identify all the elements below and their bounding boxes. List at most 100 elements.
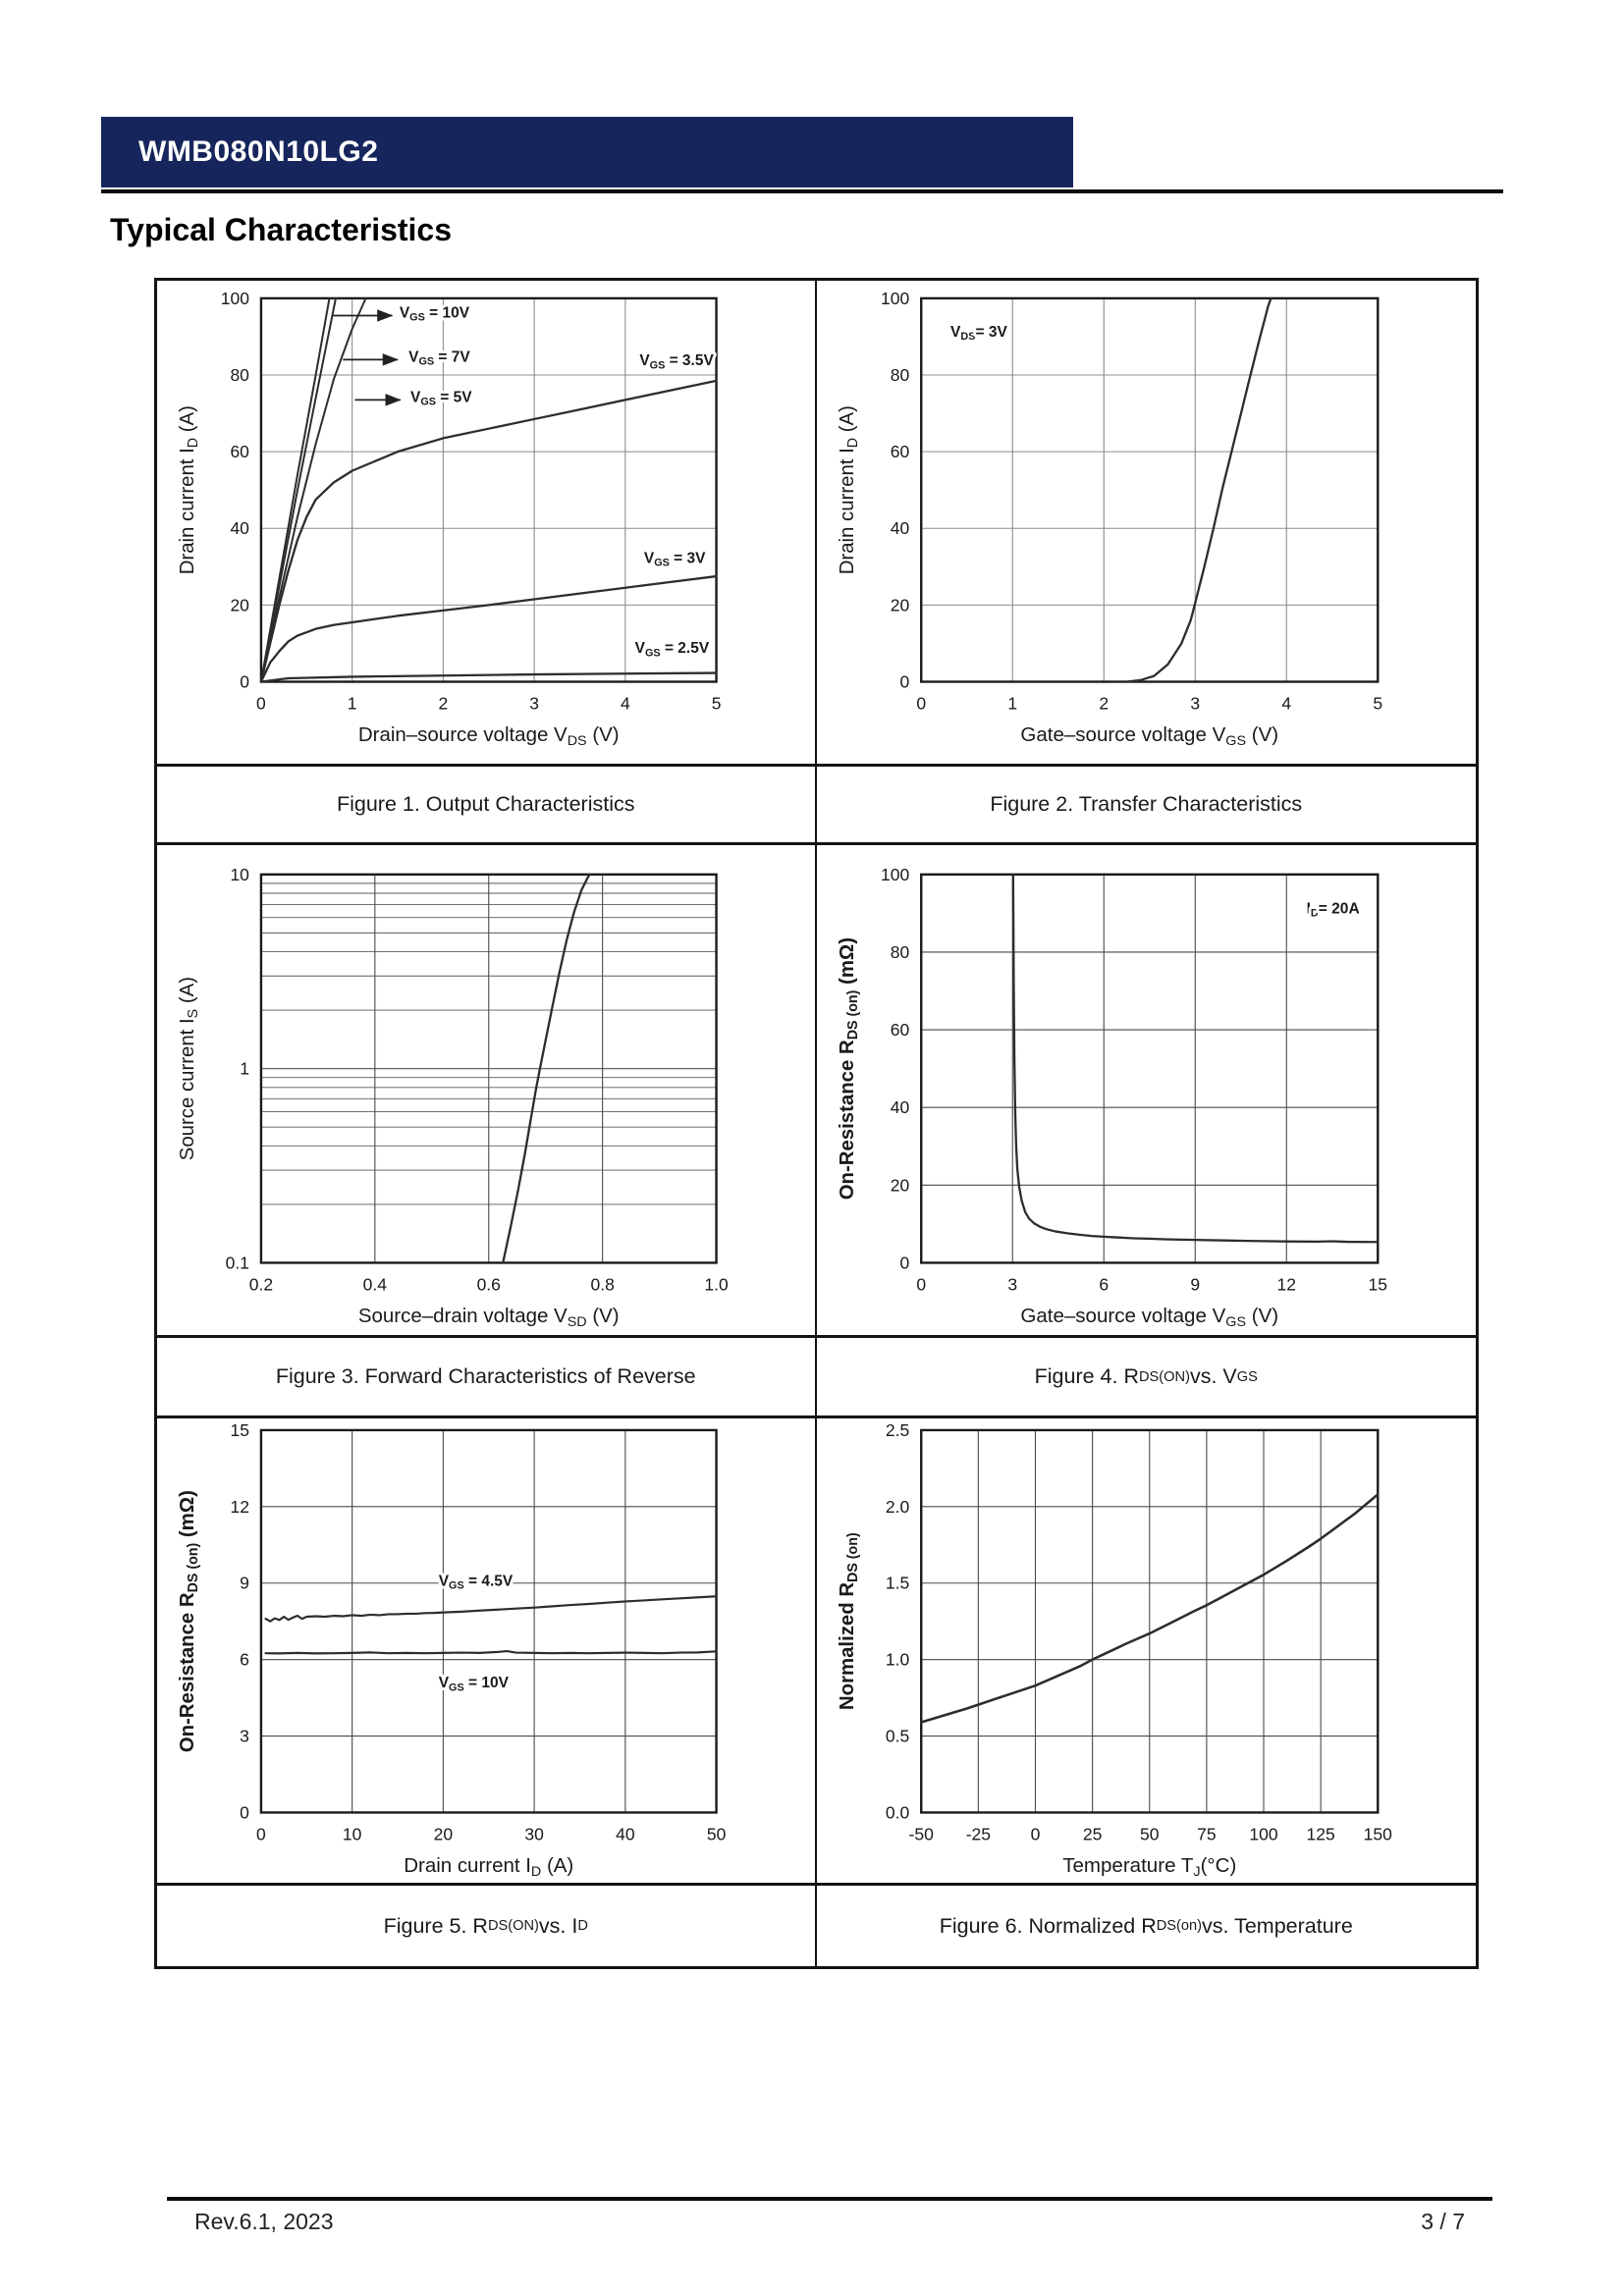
svg-text:0.8: 0.8: [591, 1274, 615, 1294]
svg-text:On-Resistance RDS (on) (mΩ): On-Resistance RDS (on) (mΩ): [177, 1490, 201, 1752]
svg-text:ID= 20A: ID= 20A: [1306, 900, 1359, 919]
svg-text:5: 5: [1373, 693, 1382, 713]
svg-text:3: 3: [529, 693, 539, 713]
svg-text:0: 0: [256, 693, 266, 713]
svg-text:0: 0: [899, 672, 909, 692]
figure-3-caption: Figure 3. Forward Characteristics of Rev…: [157, 1338, 817, 1418]
svg-text:15: 15: [1368, 1274, 1387, 1294]
svg-text:On-Resistance RDS (on) (mΩ): On-Resistance RDS (on) (mΩ): [836, 937, 861, 1200]
svg-text:100: 100: [880, 865, 909, 884]
svg-text:3: 3: [240, 1727, 249, 1746]
svg-text:0: 0: [916, 1274, 926, 1294]
footer-page-number: 3 / 7: [1421, 2209, 1465, 2234]
figure-2-caption: Figure 2. Transfer Characteristics: [816, 767, 1476, 845]
figure-4-chart: ID= 20A 0 3 6 9 12 15 0 20 40 60 80 100 Gate–source v…: [836, 865, 1387, 1330]
svg-text:30: 30: [524, 1824, 544, 1843]
svg-text:100: 100: [221, 289, 249, 308]
svg-text:0: 0: [1030, 1824, 1040, 1843]
svg-text:12: 12: [230, 1497, 248, 1517]
svg-text:1: 1: [348, 693, 357, 713]
svg-text:60: 60: [230, 442, 249, 461]
svg-text:0: 0: [899, 1253, 909, 1272]
svg-text:100: 100: [880, 289, 909, 308]
svg-text:12: 12: [1276, 1274, 1296, 1294]
svg-text:2.0: 2.0: [885, 1497, 909, 1517]
svg-text:0: 0: [240, 672, 249, 692]
svg-text:Source–drain voltage VSD (V): Source–drain voltage VSD (V): [358, 1306, 620, 1330]
svg-text:2: 2: [1099, 693, 1109, 713]
svg-text:4: 4: [1281, 693, 1291, 713]
svg-text:Temperature TJ(°C): Temperature TJ(°C): [1062, 1854, 1236, 1880]
svg-text:20: 20: [890, 1175, 909, 1195]
svg-text:80: 80: [230, 365, 249, 385]
footer-revision: Rev.6.1, 2023: [194, 2209, 334, 2234]
svg-text:Drain current ID (A): Drain current ID (A): [404, 1855, 573, 1880]
svg-text:0.4: 0.4: [363, 1274, 388, 1294]
svg-text:25: 25: [1082, 1824, 1102, 1843]
footer: Rev.6.1, 2023 3 / 7: [167, 2209, 1492, 2235]
svg-text:150: 150: [1363, 1824, 1392, 1843]
svg-text:40: 40: [890, 518, 909, 538]
svg-text:100: 100: [1249, 1824, 1278, 1843]
svg-text:VDS= 3V: VDS= 3V: [949, 324, 1007, 343]
part-number-title: WMB080N10LG2: [138, 135, 379, 168]
svg-text:VGS = 5V: VGS = 5V: [410, 389, 472, 407]
svg-text:3: 3: [1007, 1274, 1017, 1294]
svg-text:VGS = 7V: VGS = 7V: [408, 348, 470, 367]
svg-text:1.5: 1.5: [885, 1574, 908, 1593]
svg-text:Source current IS (A): Source current IS (A): [177, 977, 201, 1160]
svg-text:75: 75: [1197, 1824, 1217, 1843]
figure-6-chart-cell: -50 -25 0 25 50 75 100 125 150 0.0 0.5 1.0 1.5 2.0 2.5…: [816, 1418, 1476, 1886]
svg-text:0: 0: [916, 693, 926, 713]
svg-text:50: 50: [1140, 1824, 1160, 1843]
figure-4-chart-cell: ID= 20A 0 3 6 9 12 15 0 20 40 60 80 100 Gate–source v…: [816, 845, 1476, 1338]
svg-text:40: 40: [230, 518, 249, 538]
svg-text:VGS = 10V: VGS = 10V: [400, 304, 470, 323]
svg-text:40: 40: [616, 1824, 635, 1843]
svg-text:Gate–source voltage VGS (V): Gate–source voltage VGS (V): [1020, 1305, 1278, 1330]
svg-text:1.0: 1.0: [885, 1650, 909, 1670]
figure-2-chart-cell: VDS= 3V 0 1 2 3 4 5 0 20 40 60 80 100 Gate–source vol…: [816, 281, 1476, 767]
header-rule: [101, 189, 1503, 193]
svg-text:40: 40: [890, 1097, 909, 1117]
svg-text:0: 0: [240, 1802, 249, 1822]
svg-text:4: 4: [621, 693, 630, 713]
svg-text:10: 10: [343, 1824, 362, 1843]
svg-text:3: 3: [1190, 693, 1200, 713]
svg-text:20: 20: [434, 1824, 454, 1843]
footer-rule: [167, 2197, 1492, 2201]
figure-6-chart: -50 -25 0 25 50 75 100 125 150 0.0 0.5 1.0 1.5 2.0 2.5…: [836, 1420, 1392, 1880]
svg-text:Gate–source voltage VGS (V): Gate–source voltage VGS (V): [1020, 723, 1278, 749]
svg-text:-50: -50: [908, 1824, 934, 1843]
svg-text:1.0: 1.0: [704, 1274, 729, 1294]
svg-text:2: 2: [439, 693, 449, 713]
svg-text:0.6: 0.6: [477, 1274, 501, 1294]
svg-text:VGS = 4.5V: VGS = 4.5V: [439, 1573, 514, 1591]
figure-3-chart: 0.2 0.4 0.6 0.8 1.0 0.1 1 10 Source–drain voltag…: [177, 865, 729, 1330]
svg-text:Drain–source voltage VDS (V): Drain–source voltage VDS (V): [358, 724, 620, 749]
svg-text:80: 80: [890, 365, 909, 385]
svg-text:-25: -25: [965, 1824, 990, 1843]
svg-text:VGS = 3V: VGS = 3V: [644, 550, 706, 568]
svg-text:15: 15: [230, 1420, 248, 1440]
svg-text:80: 80: [890, 942, 909, 962]
svg-text:9: 9: [240, 1574, 249, 1593]
header-bar: WMB080N10LG2: [101, 117, 1073, 187]
svg-text:50: 50: [707, 1824, 727, 1843]
section-title: Typical Characteristics: [110, 212, 453, 247]
svg-text:VGS = 3.5V: VGS = 3.5V: [639, 352, 714, 371]
svg-text:20: 20: [890, 595, 909, 614]
svg-text:60: 60: [890, 442, 909, 461]
svg-text:VGS = 2.5V: VGS = 2.5V: [635, 640, 710, 659]
figure-5-chart-cell: VGS = 4.5V VGS = 10V 0 10 20 30 40 50 0 3 6 9 12 15 Dr…: [157, 1418, 817, 1886]
figure-6-caption: Figure 6. Normalized R DS(on) vs. Tempera…: [939, 1913, 1353, 1938]
svg-text:Normalized RDS (on): Normalized RDS (on): [836, 1532, 861, 1710]
svg-text:Drain current ID (A): Drain current ID (A): [836, 405, 861, 574]
figure-4-caption: Figure 4. R DS(ON) vs. V GS: [816, 1338, 1476, 1418]
svg-text:2.5: 2.5: [885, 1420, 908, 1440]
svg-text:20: 20: [230, 595, 249, 614]
svg-text:6: 6: [240, 1650, 249, 1670]
svg-text:Drain current ID (A): Drain current ID (A): [177, 405, 201, 574]
